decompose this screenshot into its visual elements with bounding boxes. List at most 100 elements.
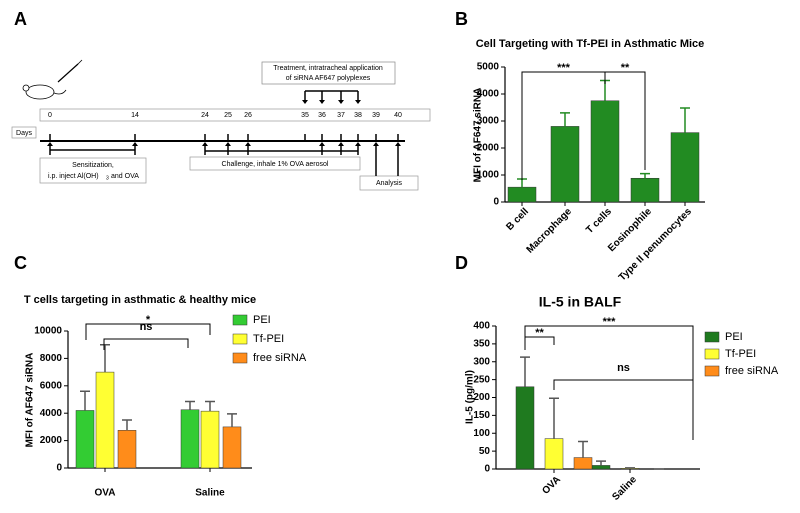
y-axis-label: MFI of AF647 siRNA (473, 88, 484, 183)
y-tick-label: 250 (473, 374, 490, 385)
x-tick-label: Saline (195, 488, 225, 499)
treatment-box (261, 61, 396, 85)
y-tick-label: 0 (484, 464, 490, 475)
y-tick-label: 400 (473, 321, 490, 332)
error-bar (596, 460, 606, 466)
day-label: 35 (301, 112, 309, 119)
x-tick-label: OVA (95, 488, 116, 499)
legend-label: free siRNA (253, 352, 307, 364)
chart-title: T cells targeting in asthmatic & healthy… (24, 294, 256, 306)
challenge-box (189, 156, 361, 171)
legend-swatch (704, 331, 720, 343)
significance-label: *** (557, 62, 571, 74)
y-tick-label: 0 (493, 197, 499, 208)
bar (117, 430, 137, 469)
sensitization-box (39, 157, 147, 184)
x-tick-label: Saline (610, 474, 639, 503)
bar (591, 465, 611, 470)
arrow-head (319, 142, 325, 146)
chart-panel: Cell Targeting with Tf-PEI in Asthmatic … (473, 38, 705, 283)
error-bar (520, 356, 530, 387)
mouse-icon (22, 84, 30, 92)
significance-label: ns (140, 321, 153, 333)
day-label: 14 (131, 112, 139, 119)
day-label: 38 (354, 112, 362, 119)
bar (222, 426, 242, 469)
analysis-text: Analysis (376, 180, 403, 187)
arrow-head (355, 142, 361, 146)
day-label: 24 (201, 112, 209, 119)
error-bar (100, 343, 110, 373)
bar (95, 371, 115, 469)
error-bar (122, 419, 132, 431)
error-bar (80, 390, 90, 411)
sensitization-subscript: 3 (106, 175, 109, 181)
bar (630, 177, 660, 203)
days-box (39, 108, 431, 122)
analysis-box (359, 175, 419, 191)
bar (75, 410, 95, 469)
bar (515, 386, 535, 470)
sensitization-text: Sensitization, (72, 162, 114, 169)
arrow-head (302, 100, 308, 104)
day-label: 37 (337, 112, 345, 119)
legend-swatch (232, 352, 248, 364)
day-label: 36 (318, 112, 326, 119)
panel-letter: A (14, 9, 27, 29)
error-bar (560, 112, 570, 127)
y-tick-label: 4000 (477, 89, 500, 100)
arrow-head (132, 142, 138, 146)
significance-bracket (524, 325, 694, 440)
chart-panel: T cells targeting in asthmatic & healthy… (24, 294, 307, 499)
significance-label: ns (617, 362, 630, 374)
error-bar (578, 440, 588, 458)
y-tick-label: 2000 (477, 143, 500, 154)
arrow-head (319, 100, 325, 104)
days-label-box (11, 126, 37, 139)
syringe-icon (75, 59, 83, 67)
bar (180, 409, 200, 469)
bar (550, 126, 580, 203)
legend-swatch (704, 348, 720, 360)
bar (544, 438, 564, 470)
y-tick-label: 200 (473, 392, 490, 403)
x-tick-label: B cell (504, 206, 531, 233)
y-tick-label: 350 (473, 339, 490, 350)
arrow-head (338, 100, 344, 104)
bar (507, 186, 537, 203)
significance-label: *** (603, 316, 617, 328)
error-bar (185, 400, 195, 410)
error-bar (517, 178, 527, 188)
error-bar (640, 172, 650, 179)
error-bar (227, 413, 237, 427)
panel-letter: C (14, 253, 27, 273)
arrow-head (225, 142, 231, 146)
error-bar (680, 107, 690, 133)
challenge-text: Challenge, inhale 1% OVA aerosol (222, 161, 329, 168)
y-tick-label: 4000 (40, 408, 63, 419)
significance-bracket (85, 323, 211, 340)
arrow-head (338, 142, 344, 146)
mouse-icon (25, 84, 55, 100)
arrow-head (47, 142, 53, 146)
legend-label: Tf-PEI (725, 348, 756, 360)
syringe-icon (57, 63, 79, 83)
arrow-head (202, 142, 208, 146)
y-tick-label: 6000 (40, 380, 63, 391)
significance-label: ** (621, 62, 630, 74)
sensitization-text: i.p. inject Al(OH) (48, 173, 99, 180)
significance-bracket (604, 71, 646, 170)
legend-swatch (232, 333, 248, 345)
treatment-text: Treatment, intratracheal application (273, 65, 383, 72)
error-bar (549, 397, 559, 439)
day-label: 25 (224, 112, 232, 119)
significance-label: * (146, 314, 151, 326)
arrow-head (395, 142, 401, 146)
treatment-text: of siRNA AF647 polyplexes (286, 75, 371, 82)
bar (573, 457, 593, 470)
y-axis-label: IL-5 (pg/ml) (465, 370, 476, 424)
legend-swatch (704, 365, 720, 377)
error-bar (205, 400, 215, 412)
y-tick-label: 8000 (40, 353, 63, 364)
y-axis-label: MFI of AF647 siRNA (25, 353, 36, 448)
